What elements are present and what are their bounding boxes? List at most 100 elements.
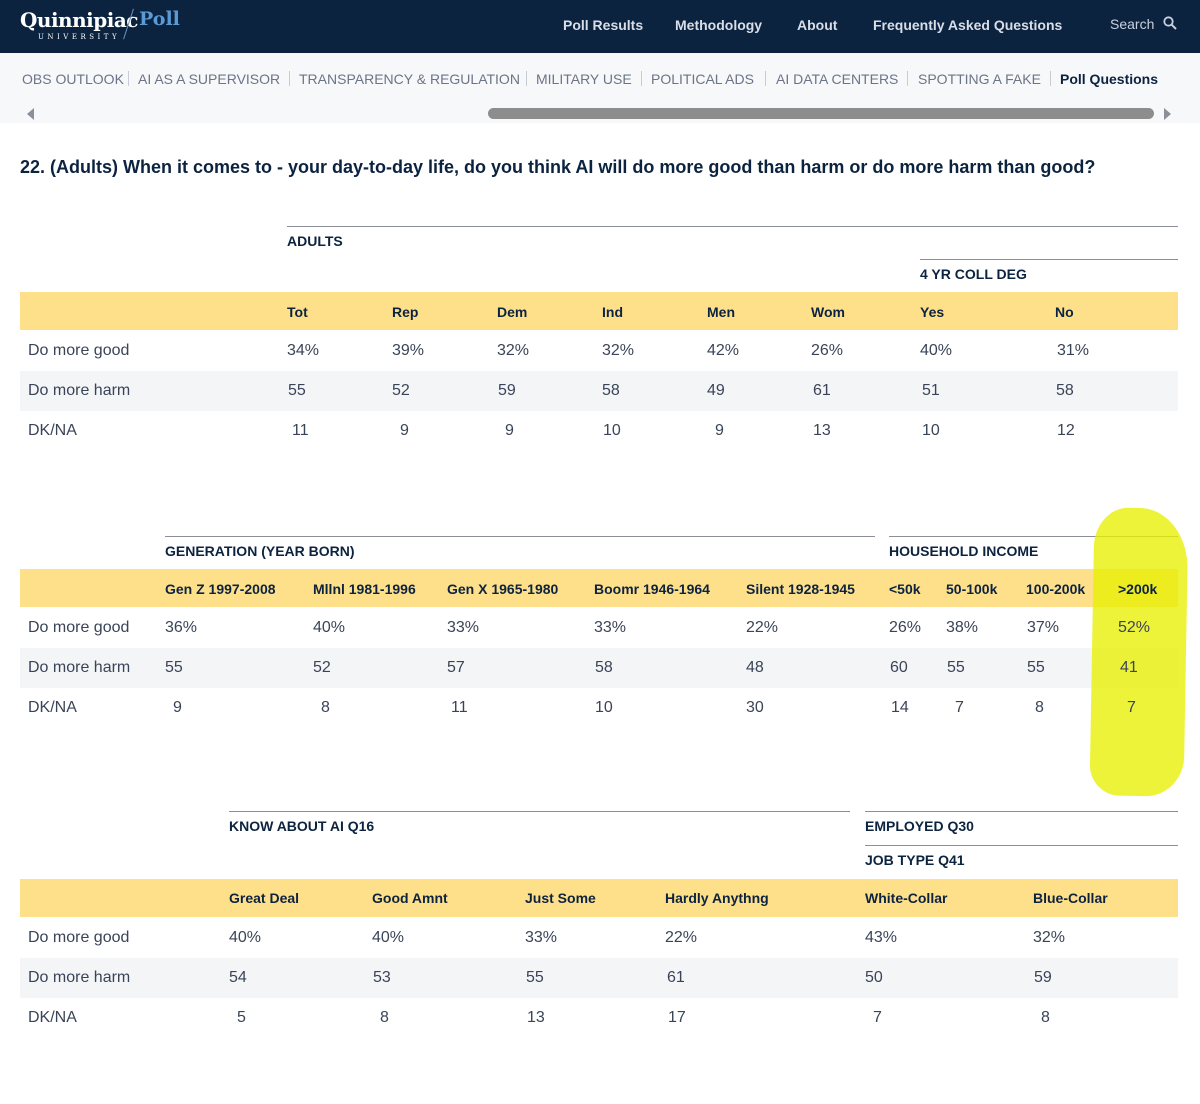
row-label: Do more harm bbox=[28, 969, 131, 986]
table-cell: 33% bbox=[525, 929, 558, 946]
table-cell: 59 bbox=[1034, 969, 1052, 986]
column-header: Rep bbox=[392, 304, 419, 320]
table-cell: 32% bbox=[1033, 929, 1066, 946]
table-cell: 54 bbox=[229, 969, 247, 986]
column-header-band bbox=[20, 569, 1178, 607]
table-cell: 40% bbox=[372, 929, 405, 946]
tab-poll-questions[interactable]: Poll Questions bbox=[1060, 71, 1159, 87]
row-label: Do more good bbox=[28, 619, 130, 636]
table-cell: 30 bbox=[746, 699, 764, 716]
highlighter-mark bbox=[1089, 507, 1189, 797]
table-cell: 55 bbox=[526, 969, 544, 986]
group-rule bbox=[287, 226, 1178, 227]
top-navbar: Quinnipiac UNIVERSITY Poll Poll Results … bbox=[0, 0, 1200, 53]
table-cell: 52% bbox=[1118, 619, 1151, 636]
table-cell: 40% bbox=[920, 342, 953, 359]
column-header: 100-200k bbox=[1026, 581, 1086, 597]
tab-transparency-regulation[interactable]: TRANSPARENCY & REGULATION bbox=[299, 71, 520, 87]
column-header: White-Collar bbox=[865, 890, 948, 906]
tab-political-ads[interactable]: POLITICAL ADS bbox=[651, 71, 754, 87]
table-cell: 33% bbox=[447, 619, 480, 636]
group-label-college-degree: 4 YR COLL DEG bbox=[920, 266, 1027, 282]
group-label-adults: ADULTS bbox=[287, 233, 343, 249]
table-cell: 8 bbox=[1035, 699, 1044, 716]
column-header: Gen Z 1997-2008 bbox=[165, 581, 276, 597]
table-cell: 53 bbox=[373, 969, 391, 986]
tab-ai-as-a-supervisor[interactable]: AI AS A SUPERVISOR bbox=[138, 71, 281, 87]
table-cell: 7 bbox=[1127, 699, 1136, 716]
tab-ai-data-centers[interactable]: AI DATA CENTERS bbox=[776, 71, 899, 87]
horizontal-scrollbar-thumb[interactable] bbox=[488, 108, 1154, 119]
group-rule bbox=[865, 845, 1178, 846]
tab-separator bbox=[1050, 71, 1051, 86]
nav-faq[interactable]: Frequently Asked Questions bbox=[873, 17, 1063, 33]
group-rule bbox=[920, 259, 1178, 260]
column-header: Wom bbox=[811, 304, 845, 320]
group-label-job-type: JOB TYPE Q41 bbox=[865, 852, 965, 868]
table-cell: 11 bbox=[451, 699, 468, 716]
table-cell: 31% bbox=[1057, 342, 1090, 359]
table-cell: 12 bbox=[1057, 422, 1075, 439]
group-label-know-about-ai: KNOW ABOUT AI Q16 bbox=[229, 818, 375, 834]
table-cell: 22% bbox=[665, 929, 698, 946]
group-rule bbox=[229, 811, 850, 812]
nav-poll-results[interactable]: Poll Results bbox=[563, 17, 644, 33]
logo-poll[interactable]: Poll bbox=[139, 8, 180, 30]
table-cell: 58 bbox=[1056, 382, 1074, 399]
tab-separator bbox=[907, 71, 908, 86]
column-header: No bbox=[1055, 304, 1074, 320]
question-title: 22. (Adults) When it comes to - your day… bbox=[20, 157, 1096, 177]
table-cell: 26% bbox=[811, 342, 844, 359]
table-cell: 22% bbox=[746, 619, 779, 636]
table-cell: 9 bbox=[715, 422, 724, 439]
row-label: Do more harm bbox=[28, 659, 131, 676]
logo-wordmark[interactable]: Quinnipiac bbox=[20, 8, 138, 32]
table-cell: 40% bbox=[313, 619, 346, 636]
row-label: DK/NA bbox=[28, 422, 77, 439]
table-cell: 40% bbox=[229, 929, 262, 946]
column-header: Just Some bbox=[525, 890, 596, 906]
row-label: DK/NA bbox=[28, 699, 77, 716]
table-cell: 39% bbox=[392, 342, 425, 359]
table-cell: 13 bbox=[813, 422, 831, 439]
group-label-generation: GENERATION (YEAR BORN) bbox=[165, 543, 355, 559]
table-cell: 9 bbox=[400, 422, 409, 439]
column-header: >200k bbox=[1118, 581, 1158, 597]
table-cell: 32% bbox=[497, 342, 530, 359]
table-cell: 7 bbox=[873, 1009, 882, 1026]
column-header: Tot bbox=[287, 304, 308, 320]
table-cell: 5 bbox=[237, 1009, 246, 1026]
tab-separator bbox=[765, 71, 766, 86]
scroll-right-arrow-icon[interactable] bbox=[1164, 108, 1171, 120]
column-header-band bbox=[20, 879, 1178, 917]
table-cell: 10 bbox=[922, 422, 940, 439]
table-cell: 34% bbox=[287, 342, 320, 359]
column-header: Dem bbox=[497, 304, 528, 320]
table-cell: 8 bbox=[1041, 1009, 1050, 1026]
table-cell: 48 bbox=[746, 659, 764, 676]
column-header: Great Deal bbox=[229, 890, 300, 906]
tab-separator bbox=[526, 71, 527, 86]
nav-methodology[interactable]: Methodology bbox=[675, 17, 763, 33]
table-cell: 17 bbox=[668, 1009, 686, 1026]
tab-separator bbox=[641, 71, 642, 86]
nav-about[interactable]: About bbox=[797, 17, 838, 33]
tab-military-use[interactable]: MILITARY USE bbox=[536, 71, 632, 87]
column-header: Ind bbox=[602, 304, 623, 320]
table-row-band bbox=[20, 648, 1178, 688]
scroll-left-arrow-icon[interactable] bbox=[27, 108, 34, 120]
table-cell: 9 bbox=[173, 699, 182, 716]
group-rule bbox=[889, 536, 1178, 537]
search-button[interactable]: Search bbox=[1110, 16, 1155, 32]
table-cell: 43% bbox=[865, 929, 898, 946]
tab-separator bbox=[289, 71, 290, 86]
column-header: Boomr 1946-1964 bbox=[594, 581, 710, 597]
tab-spotting-a-fake[interactable]: SPOTTING A FAKE bbox=[918, 71, 1041, 87]
table-cell: 57 bbox=[447, 659, 465, 676]
tab-jobs-outlook[interactable]: OBS OUTLOOK bbox=[22, 71, 124, 87]
column-header-band bbox=[20, 292, 1178, 330]
table-cell: 42% bbox=[707, 342, 740, 359]
table-cell: 55 bbox=[288, 382, 306, 399]
search-icon[interactable] bbox=[1163, 16, 1177, 30]
table-row-band bbox=[20, 371, 1178, 411]
